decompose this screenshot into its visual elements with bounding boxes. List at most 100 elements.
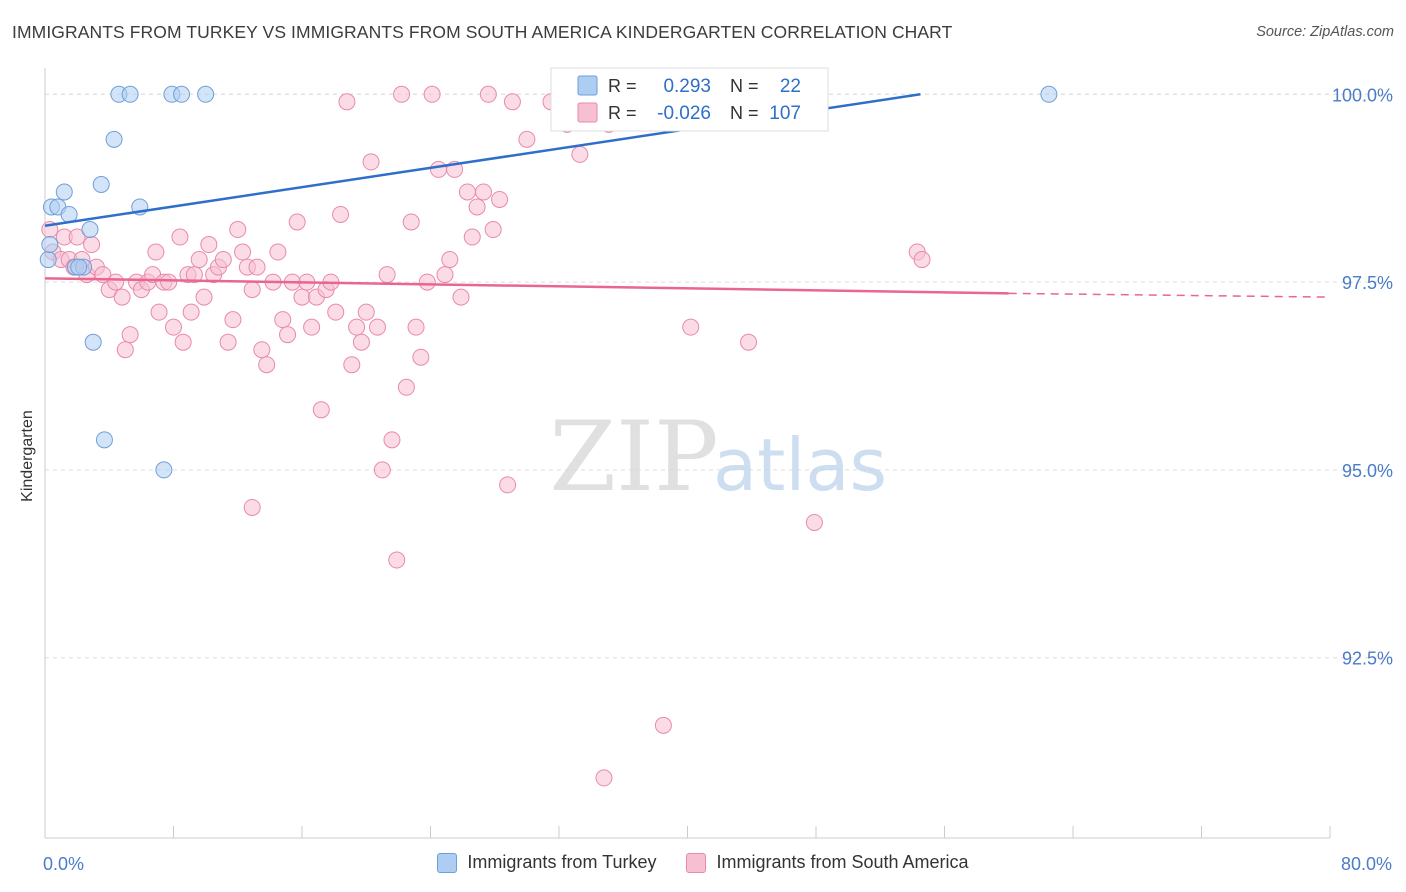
data-point-south-america[interactable] [423,85,441,103]
series-turkey-points [39,85,1058,479]
data-point-south-america[interactable] [452,288,470,306]
data-point-turkey[interactable] [81,221,99,239]
data-point-south-america[interactable] [113,288,131,306]
data-point-south-america[interactable] [253,341,271,359]
data-point-turkey[interactable] [173,85,191,103]
legend-label-turkey: Immigrants from Turkey [467,852,657,872]
data-point-south-america[interactable] [214,251,232,269]
data-point-south-america[interactable] [160,273,178,291]
data-point-turkey[interactable] [1040,85,1058,103]
data-point-south-america[interactable] [383,431,401,449]
data-point-south-america[interactable] [147,243,165,261]
data-point-south-america[interactable] [479,85,497,103]
data-point-south-america[interactable] [499,476,517,494]
data-point-south-america[interactable] [243,281,261,299]
data-point-south-america[interactable] [357,303,375,321]
data-point-turkey[interactable] [155,461,173,479]
data-point-south-america[interactable] [269,243,287,261]
data-point-south-america[interactable] [378,266,396,284]
watermark-atlas: atlas [713,423,887,507]
data-point-south-america[interactable] [312,401,330,419]
data-point-south-america[interactable] [83,236,101,254]
data-point-south-america[interactable] [491,190,509,208]
data-point-turkey[interactable] [105,130,123,148]
data-point-south-america[interactable] [654,716,672,734]
data-point-south-america[interactable] [348,318,366,336]
tick-labels: 100.0% 97.5% 95.0% 92.5% 0.0% 80.0% [43,85,1393,874]
data-point-turkey[interactable] [92,175,110,193]
data-point-south-america[interactable] [407,318,425,336]
data-point-south-america[interactable] [68,228,86,246]
data-point-south-america[interactable] [274,311,292,329]
data-point-south-america[interactable] [397,378,415,396]
data-point-south-america[interactable] [224,311,242,329]
data-point-turkey[interactable] [55,183,73,201]
data-point-turkey[interactable] [70,258,88,276]
data-point-south-america[interactable] [258,356,276,374]
data-point-south-america[interactable] [243,498,261,516]
data-point-south-america[interactable] [234,243,252,261]
data-point-south-america[interactable] [430,160,448,178]
data-point-south-america[interactable] [402,213,420,231]
data-point-south-america[interactable] [116,341,134,359]
data-point-south-america[interactable] [475,183,493,201]
data-point-south-america[interactable] [190,251,208,269]
data-point-south-america[interactable] [288,213,306,231]
data-point-south-america[interactable] [182,303,200,321]
data-point-south-america[interactable] [219,333,237,351]
data-point-south-america[interactable] [332,205,350,223]
data-point-south-america[interactable] [362,153,380,171]
data-point-turkey[interactable] [41,236,59,254]
data-point-south-america[interactable] [338,93,356,111]
data-point-south-america[interactable] [436,266,454,284]
data-point-south-america[interactable] [412,348,430,366]
data-point-south-america[interactable] [200,236,218,254]
data-point-south-america[interactable] [571,145,589,163]
data-point-south-america[interactable] [393,85,411,103]
legend-item-south-america[interactable]: Immigrants from South America [686,852,969,873]
data-point-turkey[interactable] [197,85,215,103]
data-point-south-america[interactable] [388,551,406,569]
legend-swatch-south-america [686,852,707,873]
data-point-south-america[interactable] [171,228,189,246]
data-point-turkey[interactable] [95,431,113,449]
data-point-south-america[interactable] [121,326,139,344]
data-point-south-america[interactable] [107,273,125,291]
data-point-south-america[interactable] [185,266,203,284]
data-point-south-america[interactable] [682,318,700,336]
data-point-south-america[interactable] [463,228,481,246]
data-point-south-america[interactable] [373,461,391,479]
data-point-south-america[interactable] [174,333,192,351]
data-point-south-america[interactable] [740,333,758,351]
data-point-turkey[interactable] [121,85,139,103]
data-point-south-america[interactable] [484,221,502,239]
data-point-south-america[interactable] [327,303,345,321]
data-point-south-america[interactable] [229,221,247,239]
data-point-south-america[interactable] [595,769,613,787]
data-point-south-america[interactable] [503,93,521,111]
data-point-south-america[interactable] [293,288,311,306]
data-point-south-america[interactable] [441,251,459,269]
data-point-south-america[interactable] [343,356,361,374]
y-tick-label: 97.5% [1342,273,1393,293]
data-point-south-america[interactable] [805,513,823,531]
stats-n-value-1: 22 [780,76,801,97]
y-tick-label: 92.5% [1342,649,1393,669]
data-point-south-america[interactable] [165,318,182,336]
y-tick-label: 95.0% [1342,461,1393,481]
data-point-south-america[interactable] [913,251,931,269]
data-point-south-america[interactable] [352,333,370,351]
data-point-south-america[interactable] [195,288,213,306]
data-point-south-america[interactable] [368,318,386,336]
data-point-south-america[interactable] [458,183,476,201]
data-point-turkey[interactable] [84,333,102,351]
data-point-south-america[interactable] [150,303,168,321]
data-point-turkey[interactable] [39,251,57,269]
data-point-south-america[interactable] [518,130,536,148]
data-point-south-america[interactable] [468,198,486,216]
data-point-south-america[interactable] [303,318,321,336]
data-point-south-america[interactable] [418,273,436,291]
data-point-south-america[interactable] [248,258,266,276]
legend-item-turkey[interactable]: Immigrants from Turkey [437,852,656,873]
data-point-south-america[interactable] [279,326,297,344]
